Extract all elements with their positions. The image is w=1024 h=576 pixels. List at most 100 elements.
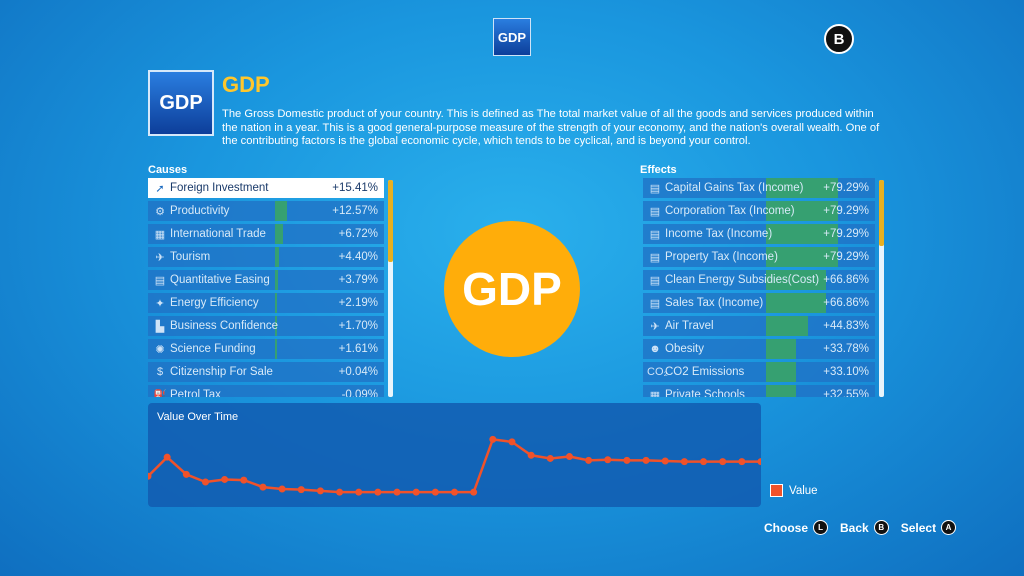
causes-label: Science Funding xyxy=(170,343,256,355)
causes-label: Productivity xyxy=(170,205,230,217)
effects-row[interactable]: ▤ Capital Gains Tax (Income) +79.29% xyxy=(643,178,875,198)
causes-row[interactable]: ⚙ Productivity +12.57% xyxy=(148,201,384,221)
chart-plot xyxy=(148,435,761,496)
data-point xyxy=(393,488,401,496)
causes-value: -0.09% xyxy=(341,389,378,397)
causes-scrollbar[interactable] xyxy=(388,180,393,397)
effects-label: Income Tax (Income) xyxy=(665,228,773,240)
effects-row[interactable]: ▤ Sales Tax (Income) +66.86% xyxy=(643,293,875,313)
effects-value: +32.55% xyxy=(823,389,869,397)
causes-row[interactable]: ➚ Foreign Investment +15.41% xyxy=(148,178,384,198)
effects-label: Obesity xyxy=(665,343,704,355)
data-point xyxy=(163,453,171,461)
button-prompts: Choose L Back B Select A xyxy=(764,520,968,535)
chart-title: Value Over Time xyxy=(157,411,239,423)
effects-label: Clean Energy Subsidies(Cost) xyxy=(665,274,820,286)
effects-value: +66.86% xyxy=(823,274,869,286)
quantitative-easing-icon: ▤ xyxy=(154,274,166,287)
data-point xyxy=(201,478,209,486)
effects-bar xyxy=(765,224,838,244)
effects-list[interactable]: ▤ Capital Gains Tax (Income) +79.29% ▤ Corpo… xyxy=(643,178,875,397)
causes-bar xyxy=(275,224,283,244)
value-over-time-chart: Value Over Time xyxy=(148,403,761,507)
effects-scrollbar[interactable] xyxy=(879,180,884,397)
prompt-select[interactable]: Select A xyxy=(900,520,957,535)
effects-row[interactable]: ▦ Private Schools +32.55% xyxy=(643,385,875,397)
causes-row[interactable]: ✦ Energy Efficiency +2.19% xyxy=(148,293,384,313)
effects-row[interactable]: ▤ Corporation Tax (Income) +79.29% xyxy=(643,201,875,221)
effects-value: +79.29% xyxy=(823,251,869,263)
tax-icon: ▤ xyxy=(649,182,661,195)
gdp-center-icon: GDP xyxy=(444,221,580,357)
tax-icon: ▤ xyxy=(649,205,661,218)
prompt-select-label: Select xyxy=(900,520,937,535)
causes-bar xyxy=(275,201,288,221)
data-point xyxy=(374,488,382,496)
effects-scroll-thumb[interactable] xyxy=(879,180,884,246)
effects-row[interactable]: CO₂ CO2 Emissions +33.10% xyxy=(643,362,875,382)
causes-label: Tourism xyxy=(170,251,211,263)
effects-row[interactable]: ▤ Property Tax (Income) +79.29% xyxy=(643,247,875,267)
data-point xyxy=(680,458,688,466)
effects-label: Private Schools xyxy=(665,389,745,397)
causes-row[interactable]: ▤ Quantitative Easing +3.79% xyxy=(148,270,384,290)
description: The Gross Domestic product of your count… xyxy=(222,108,880,148)
effects-value: +79.29% xyxy=(823,228,869,240)
data-point xyxy=(565,453,573,461)
causes-value: +4.40% xyxy=(338,251,378,263)
causes-row[interactable]: ✈ Tourism +4.40% xyxy=(148,247,384,267)
data-point xyxy=(316,487,324,495)
productivity-icon: ⚙ xyxy=(155,205,165,218)
effects-value: +79.29% xyxy=(823,205,869,217)
effects-bar xyxy=(765,247,838,267)
causes-value: +6.72% xyxy=(338,228,378,240)
effects-bar xyxy=(765,178,838,198)
effects-row[interactable]: ▤ Clean Energy Subsidies(Cost) +66.86% xyxy=(643,270,875,290)
prompt-back[interactable]: Back B xyxy=(840,520,889,535)
data-point xyxy=(451,488,458,496)
effects-value: +33.10% xyxy=(823,366,869,378)
data-point xyxy=(148,472,152,480)
data-point xyxy=(604,456,612,464)
causes-value: +0.04% xyxy=(338,366,378,378)
effects-bar xyxy=(765,270,827,290)
data-point xyxy=(642,456,650,464)
causes-row[interactable]: $ Citizenship For Sale +0.04% xyxy=(148,362,384,382)
causes-value: +1.70% xyxy=(338,320,378,332)
gdp-icon: GDP xyxy=(148,70,214,136)
data-point xyxy=(240,476,248,484)
causes-scroll-thumb[interactable] xyxy=(388,180,393,262)
effects-bar xyxy=(765,293,827,313)
causes-list[interactable]: ➚ Foreign Investment +15.41% ⚙ Productivity +… xyxy=(148,178,384,397)
causes-row[interactable]: ⛽ Petrol Tax -0.09% xyxy=(148,385,384,397)
effects-bar xyxy=(765,316,808,336)
close-button[interactable]: B xyxy=(824,24,854,54)
data-point xyxy=(412,488,420,496)
effects-row[interactable]: ☻ Obesity +33.78% xyxy=(643,339,875,359)
effects-row[interactable]: ✈ Air Travel +44.83% xyxy=(643,316,875,336)
causes-value: +3.79% xyxy=(338,274,378,286)
investment-icon: ➚ xyxy=(155,182,165,195)
data-point xyxy=(661,457,669,465)
causes-value: +1.61% xyxy=(338,343,378,355)
data-point xyxy=(221,475,229,483)
citizenship-icon: $ xyxy=(156,366,164,378)
causes-row[interactable]: ✺ Science Funding +1.61% xyxy=(148,339,384,359)
effects-row[interactable]: ▤ Income Tax (Income) +79.29% xyxy=(643,224,875,244)
effects-label: Capital Gains Tax (Income) xyxy=(665,182,804,194)
data-point xyxy=(719,458,727,466)
page-title: GDP xyxy=(222,72,270,97)
causes-row[interactable]: ▙ Business Confidence +1.70% xyxy=(148,316,384,336)
effects-label: Air Travel xyxy=(665,320,714,332)
data-point xyxy=(489,435,497,443)
data-point xyxy=(278,485,286,493)
causes-label: International Trade xyxy=(170,228,266,240)
effects-value: +66.86% xyxy=(823,297,869,309)
causes-row[interactable]: ▦ International Trade +6.72% xyxy=(148,224,384,244)
tourism-icon: ✈ xyxy=(155,251,165,264)
obesity-icon: ☻ xyxy=(649,343,661,355)
data-point xyxy=(508,438,516,446)
value-series-line xyxy=(148,437,761,494)
tax-icon: ▤ xyxy=(649,228,661,241)
prompt-choose[interactable]: Choose L xyxy=(764,520,829,535)
